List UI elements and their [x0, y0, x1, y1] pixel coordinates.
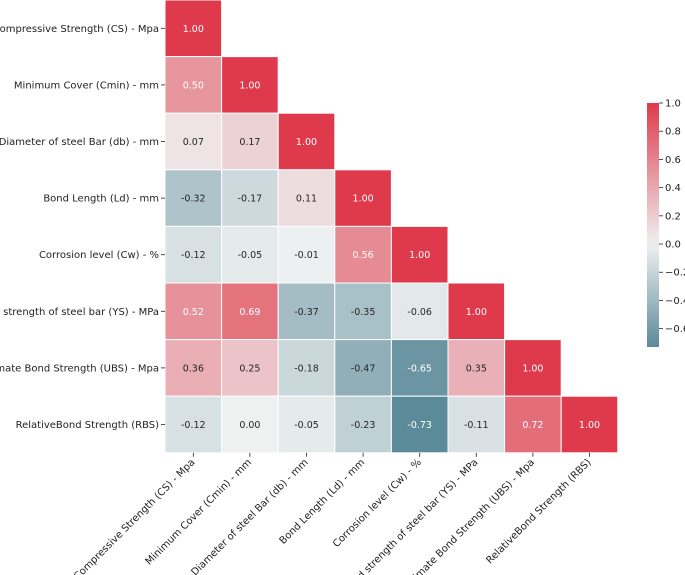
cell-value-label: -0.73: [407, 420, 432, 431]
cell-value-label: 0.00: [239, 420, 260, 431]
x-tick-label: Compressive Strength (CS) - Mpa: [72, 457, 197, 575]
cell-value-label: 0.56: [353, 250, 374, 261]
cell-value-label: -0.23: [351, 420, 376, 431]
cell-value-label: 0.72: [522, 420, 543, 431]
heatmap-cell: [390, 225, 449, 284]
cell-value-label: 0.25: [239, 363, 260, 374]
cell-value-label: 1.00: [183, 24, 204, 35]
cell-value-label: -0.18: [294, 363, 319, 374]
cell-value-label: 0.52: [183, 307, 204, 318]
cell-value-label: -0.37: [294, 307, 319, 318]
cell-value-label: 0.69: [239, 307, 260, 318]
x-tick-label: RelativeBond Strength (RBS): [484, 457, 593, 566]
heatmap-cell: [447, 282, 506, 341]
cell-value-label: -0.05: [238, 250, 263, 261]
cell-value-label: -0.12: [181, 250, 206, 261]
y-tick-label: Bond Length (Ld) - mm: [43, 194, 159, 205]
cell-value-label: -0.05: [294, 420, 319, 431]
heatmap-cell: [504, 395, 562, 454]
y-tick-label: Yield strength of steel bar (YS) - MPa: [0, 307, 159, 318]
colorbar: 1.0 0.8 0.6 0.4 0.2 0.0 −0.2 −0.4 −0.6: [647, 99, 685, 347]
cell-value-label: 1.00: [409, 250, 430, 261]
heatmap-cell: [390, 395, 449, 454]
colorbar-tick-label: 0.4: [665, 183, 681, 194]
cell-value-label: 0.50: [183, 80, 204, 91]
cell-value-label: 0.35: [466, 363, 487, 374]
x-tick-label: Minimum Cover (Cmin) - mm: [144, 457, 254, 567]
cell-value-label: -0.17: [238, 194, 263, 205]
y-tick-label: Diameter of steel Bar (db) - mm: [0, 137, 159, 148]
heatmap-cell: [164, 395, 223, 454]
x-tick-label: Diameter of steel Bar (db) - mm: [189, 457, 310, 575]
colorbar-tick-label: 0.8: [665, 127, 681, 138]
colorbar-tick-label: −0.6: [665, 324, 685, 335]
y-tick-label: Minimum Cover (Cmin) - mm: [14, 80, 159, 91]
heatmap-cell: [334, 282, 392, 341]
colorbar-tick-label: 1.0: [665, 99, 681, 110]
heatmap-cell: [504, 339, 562, 397]
heatmap-cell: [447, 339, 506, 397]
cell-value-label: -0.32: [181, 194, 206, 205]
y-axis-labels: Compressive Strength (CS) - Mpa Minimum C…: [0, 24, 165, 431]
cell-value-label: 1.00: [296, 137, 317, 148]
cell-value-label: 0.07: [183, 137, 204, 148]
heatmap-cell: [277, 225, 336, 284]
y-tick-label: Corrosion level (Cw) - %: [39, 250, 159, 261]
heatmap-cell: [164, 225, 223, 284]
cell-value-label: -0.01: [294, 250, 319, 261]
heatmap-cells: 1.00 0.50 1.00 0.07 0.17 1.00 -0.32 -0.17 0.11 1.…: [164, 0, 619, 454]
colorbar-tick-label: 0.2: [665, 211, 681, 222]
cell-value-label: -0.35: [351, 307, 376, 318]
heatmap-cell: [334, 395, 392, 454]
heatmap-cell: [164, 56, 223, 114]
heatmap-cell: [277, 112, 336, 171]
heatmap-cell: [560, 395, 619, 454]
y-tick-label: RelativeBond Strength (RBS): [16, 420, 159, 431]
colorbar-tick-label: −0.2: [665, 268, 685, 279]
heatmap-cell: [221, 339, 279, 397]
colorbar-gradient: [647, 103, 659, 347]
cell-value-label: 1.00: [239, 80, 260, 91]
y-tick-label: Compressive Strength (CS) - Mpa: [0, 24, 159, 35]
cell-value-label: -0.11: [464, 420, 489, 431]
heatmap-cell: [390, 339, 449, 397]
cell-value-label: 1.00: [353, 194, 374, 205]
cell-value-label: 1.00: [466, 307, 487, 318]
heatmap-cell: [334, 339, 392, 397]
cell-value-label: 1.00: [579, 420, 600, 431]
heatmap-cell: [390, 282, 449, 341]
heatmap-cell: [221, 112, 279, 171]
y-tick-label: Ultimate Bond Strength (UBS) - Mpa: [0, 363, 159, 374]
colorbar-tick-label: 0.6: [665, 155, 681, 166]
heatmap-cell: [334, 169, 392, 227]
cell-value-label: 1.00: [522, 363, 543, 374]
heatmap-cell: [164, 0, 223, 58]
cell-value-label: 0.36: [183, 363, 204, 374]
colorbar-tick-label: 0.0: [665, 240, 681, 251]
heatmap-cell: [221, 395, 279, 454]
heatmap-cell: [164, 112, 223, 171]
cell-value-label: 0.11: [296, 194, 317, 205]
cell-value-label: -0.12: [181, 420, 206, 431]
cell-value-label: -0.47: [351, 363, 376, 374]
colorbar-tick-label: −0.4: [665, 296, 685, 307]
heatmap-cell: [221, 225, 279, 284]
cell-value-label: -0.65: [407, 363, 432, 374]
cell-value-label: -0.06: [407, 307, 432, 318]
cell-value-label: 0.17: [239, 137, 260, 148]
